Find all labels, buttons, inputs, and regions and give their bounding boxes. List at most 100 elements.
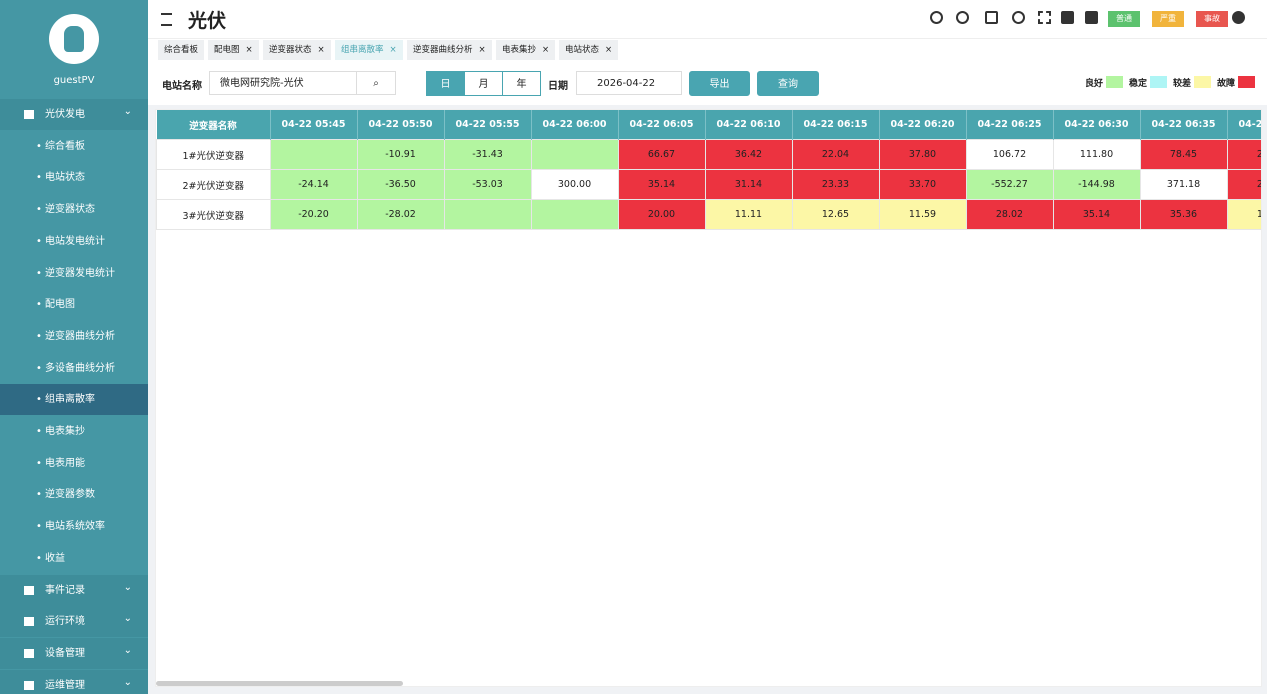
tab-close[interactable]: × — [605, 45, 613, 55]
table-cell: -144.98 — [1052, 169, 1141, 200]
menu-item[interactable]: 电表用能 — [0, 448, 148, 479]
menu-item[interactable]: 电站系统效率 — [0, 511, 148, 542]
menu-item[interactable]: 逆变器参数 — [0, 479, 148, 510]
tab-close[interactable]: × — [478, 45, 486, 55]
tab[interactable]: 逆变器曲线分析 × — [407, 40, 492, 60]
row-name: 1#光伏逆变器 — [156, 139, 271, 170]
menu-group[interactable]: 运维管理 — [0, 667, 148, 694]
table-cell: 36.42 — [704, 139, 793, 170]
tab[interactable]: 电站状态 × — [559, 40, 619, 60]
menu-group[interactable]: 光伏发电 — [0, 96, 148, 130]
table-row: 3#光伏逆变器 -20.20 -28.02 20.00 11.11 12.65 11.59 2… — [156, 199, 1261, 230]
period-button[interactable]: 年 — [502, 71, 541, 96]
date-label: 日期 — [548, 81, 568, 92]
station-search[interactable]: ⌕ — [356, 71, 396, 95]
menu-item[interactable]: 电表集抄 — [0, 416, 148, 447]
alarm-badge[interactable]: 严重 — [1152, 11, 1184, 27]
row-name: 3#光伏逆变器 — [156, 199, 271, 230]
tab-label: 逆变器曲线分析 — [413, 45, 473, 55]
period-button[interactable]: 日 — [426, 71, 465, 96]
legend-swatch — [1105, 76, 1123, 88]
menu-item[interactable]: 逆变器曲线分析 — [0, 321, 148, 352]
tab[interactable]: 组串离散率 × — [335, 40, 403, 60]
row-name: 2#光伏逆变器 — [156, 169, 271, 200]
table-cell: -36.50 — [356, 169, 445, 200]
menu-group[interactable]: 运行环境 — [0, 603, 148, 638]
menu-item[interactable]: 配电图 — [0, 289, 148, 320]
tab-close[interactable]: × — [245, 45, 253, 55]
tab[interactable]: 配电图 × — [208, 40, 259, 60]
tab-label: 综合看板 — [164, 45, 199, 55]
station-select[interactable]: 微电网研究院-光伏 — [209, 71, 357, 95]
query-button[interactable]: 查询 — [757, 71, 819, 96]
alarm-badge[interactable]: 普通 — [1108, 11, 1140, 27]
menu-item[interactable]: 组串离散率 — [0, 384, 148, 416]
menu-item[interactable]: 综合看板 — [0, 131, 148, 162]
legend-swatch — [1149, 76, 1167, 88]
tab-close[interactable]: × — [317, 45, 325, 55]
date-input[interactable]: 2026-04-22 — [576, 71, 682, 95]
table-cell — [530, 199, 619, 230]
column-header: 04-22 05:55 — [444, 110, 532, 140]
export-button[interactable]: 导出 — [689, 71, 750, 96]
tab-close[interactable]: × — [542, 45, 550, 55]
column-header: 逆变器名称 — [156, 110, 271, 140]
main: 光伏 普通 严重 事故 综合看板 配电图 × 逆变器状态 × 组串离散率 × 逆变器曲线分析 × 电表… — [148, 0, 1267, 694]
column-header: 04-22 06:35 — [1140, 110, 1228, 140]
lang-icon[interactable] — [1061, 11, 1074, 24]
scrollbar[interactable] — [156, 681, 403, 686]
table-cell: 371.18 — [1139, 169, 1228, 200]
legend-swatch — [1238, 76, 1255, 88]
menu-item[interactable]: 逆变器发电统计 — [0, 258, 148, 289]
menu-toggle[interactable] — [161, 13, 172, 26]
legend-label: 良好 — [1084, 79, 1103, 89]
alarm-badge[interactable]: 事故 — [1196, 11, 1228, 27]
column-header: 04-22 06:15 — [792, 110, 880, 140]
toolbar: 电站名称 微电网研究院-光伏 ⌕ 日期 2026-04-22 导出 查询 良好 稳… — [148, 63, 1267, 105]
period-button[interactable]: 月 — [464, 71, 503, 96]
table-cell: 111.80 — [1052, 139, 1141, 170]
legend-swatch — [1193, 76, 1211, 88]
table-cell: 20.00 — [617, 199, 706, 230]
column-header: 04-22 06:40 — [1227, 110, 1261, 140]
table-cell: 28.02 — [965, 199, 1054, 230]
refresh-icon[interactable] — [1012, 11, 1025, 24]
menu-item[interactable]: 多设备曲线分析 — [0, 353, 148, 384]
menu-item[interactable]: 收益 — [0, 543, 148, 574]
theme-icon[interactable] — [1085, 11, 1098, 24]
table: 逆变器名称 04-22 05:45 04-22 05:50 04-22 05:55 04… — [156, 110, 1261, 230]
mute-icon[interactable] — [985, 11, 998, 24]
user-icon[interactable] — [1232, 11, 1245, 24]
column-header: 04-22 05:50 — [357, 110, 445, 140]
tab-label: 配电图 — [214, 45, 240, 55]
legend-label: 较差 — [1172, 79, 1191, 89]
table-cell: 300.00 — [530, 169, 619, 200]
column-header: 04-22 06:10 — [705, 110, 793, 140]
column-header: 04-22 06:25 — [966, 110, 1054, 140]
tab[interactable]: 综合看板 — [158, 40, 205, 60]
menu-group[interactable]: 设备管理 — [0, 635, 148, 669]
table-cell: -28.02 — [356, 199, 445, 230]
menu-item[interactable]: 逆变器状态 — [0, 194, 148, 225]
help-icon[interactable] — [956, 11, 969, 24]
avatar — [49, 14, 99, 64]
table-cell — [269, 139, 358, 170]
table-cell: 11.11 — [704, 199, 793, 230]
menu-group[interactable]: 事件记录 — [0, 572, 148, 606]
tab[interactable]: 逆变器状态 × — [263, 40, 331, 60]
search-icon[interactable] — [930, 11, 943, 24]
column-header: 04-22 06:20 — [879, 110, 967, 140]
table-cell: 14.11 — [1226, 199, 1261, 230]
tab[interactable]: 电表集抄 × — [496, 40, 556, 60]
sidebar: guestPV 光伏发电综合看板电站状态逆变器状态电站发电统计逆变器发电统计配电… — [0, 0, 148, 694]
table-cell — [530, 139, 619, 170]
menu-item[interactable]: 电站发电统计 — [0, 226, 148, 257]
column-header: 04-22 06:30 — [1053, 110, 1141, 140]
fullscreen-icon[interactable] — [1038, 11, 1051, 24]
table-cell: 35.36 — [1139, 199, 1228, 230]
menu-item[interactable]: 电站状态 — [0, 162, 148, 193]
tab-bar: 综合看板 配电图 × 逆变器状态 × 组串离散率 × 逆变器曲线分析 × 电表集抄 × 电站状态 × — [148, 38, 1267, 63]
table-cell: -20.20 — [269, 199, 358, 230]
tab-close[interactable]: × — [389, 45, 397, 55]
